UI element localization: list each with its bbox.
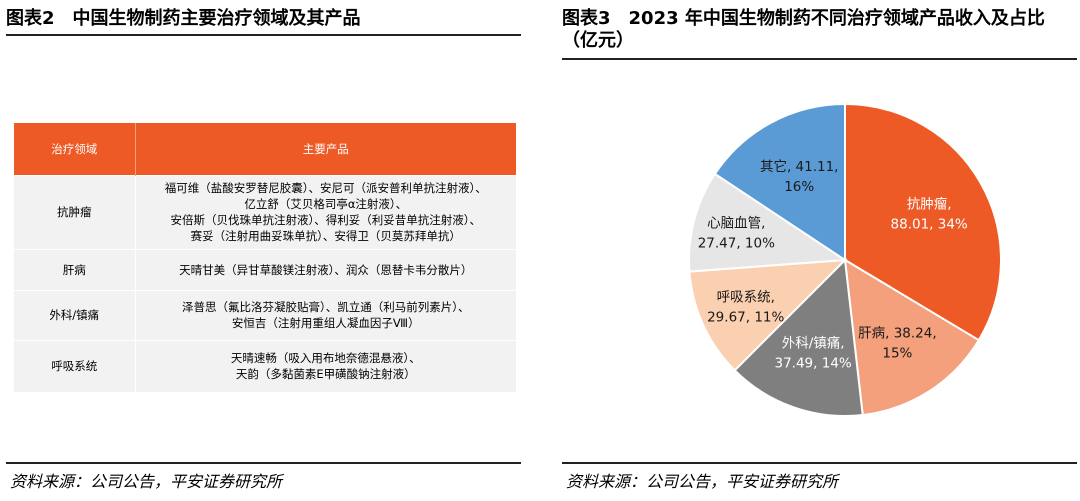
- table-row: 抗肿瘤 福可维（盐酸安罗替尼胶囊）、安尼可（派安普利单抗注射液）、 亿立舒（艾贝格司…: [14, 174, 516, 249]
- pie-slice-1: [843, 258, 981, 417]
- figure-2-panel: 图表2 中国生物制药主要治疗领域及其产品 治疗领域 主要产品 抗肿瘤 福可维（盐酸安…: [0, 0, 527, 501]
- product-line: 泽普思（氟比洛芬凝胶贴膏）、凯立通（利马前列素片）、: [182, 300, 470, 314]
- pie-label-line: 外科/镇痛,: [782, 334, 845, 351]
- pie-label-line: 88.01, 34%: [891, 216, 968, 232]
- row-area: 呼吸系统: [14, 339, 136, 392]
- pie-label-line: 27.47, 10%: [698, 236, 775, 252]
- pie-label-line: 15%: [882, 345, 912, 361]
- product-line: 天晴速畅（吸入用布地奈德混悬液）、: [230, 351, 421, 366]
- figure-3-panel: 图表3 2023 年中国生物制药不同治疗领域产品收入及占比（亿元） 抗肿瘤, 88.…: [556, 0, 1080, 501]
- figure-2-source: 资料来源：公司公告，平安证券研究所: [10, 472, 283, 491]
- table-row: 外科/镇痛 泽普思（氟比洛芬凝胶贴膏）、凯立通（利马前列素片）、 安恒吉（注射用重组…: [14, 289, 516, 340]
- pie-label-line: 29.67, 11%: [707, 309, 784, 325]
- product-line: 安恒吉（注射用重组人凝血因子Ⅷ）: [231, 316, 420, 330]
- row-products: 天晴甘美（异甘草酸镁注射液）、润众（恩替卡韦分散片）: [135, 248, 516, 290]
- pie-label-line: 37.49, 14%: [775, 355, 852, 371]
- product-line: 福可维（盐酸安罗替尼胶囊）、安尼可（派安普利单抗注射液）、: [164, 181, 487, 195]
- header-area: 治疗领域: [14, 123, 136, 175]
- header-products: 主要产品: [135, 123, 516, 175]
- pie-slice-5: [713, 102, 846, 262]
- figure-2-number: 图表2: [6, 8, 55, 29]
- table-header-row: 治疗领域 主要产品: [14, 123, 516, 175]
- pie-label-2: 外科/镇痛, 37.49, 14%: [775, 334, 852, 371]
- row-area: 抗肿瘤: [14, 174, 136, 249]
- pie-label-5: 其它, 41.11, 16%: [760, 158, 839, 195]
- product-line: 亿立舒（艾贝格司亭α注射液）、: [244, 197, 408, 211]
- figure-2-title: 图表2 中国生物制药主要治疗领域及其产品: [6, 8, 361, 30]
- figure-3-title-rule: [562, 58, 1077, 60]
- row-products: 天晴速畅（吸入用布地奈德混悬液）、 天韵（多黏菌素E甲磺酸钠注射液）: [135, 339, 516, 392]
- table-row: 呼吸系统 天晴速畅（吸入用布地奈德混悬液）、 天韵（多黏菌素E甲磺酸钠注射液）: [14, 339, 516, 392]
- pie-chart: 抗肿瘤, 88.01, 34% 肝病, 38.24, 15% 外科/镇痛, 37.49, …: [688, 102, 1002, 417]
- figure-2-title-rule: [6, 34, 521, 36]
- figure-3-title: 图表3 2023 年中国生物制药不同治疗领域产品收入及占比（亿元）: [562, 8, 1077, 52]
- product-line: 天晴甘美（异甘草酸镁注射液）、润众（恩替卡韦分散片）: [179, 262, 473, 277]
- pie-label-line: 16%: [784, 179, 814, 195]
- row-products: 福可维（盐酸安罗替尼胶囊）、安尼可（派安普利单抗注射液）、 亿立舒（艾贝格司亭α注…: [135, 174, 516, 249]
- pie-slice-2: [733, 257, 864, 417]
- product-line: 赛妥（注射用曲妥珠单抗）、安得卫（贝莫苏拜单抗）: [190, 229, 461, 243]
- pie-label-line: 其它, 41.11,: [760, 158, 839, 175]
- figure-3-source-rule: [562, 462, 1077, 464]
- pie-label-1: 肝病, 38.24, 15%: [858, 325, 937, 361]
- pie-label-0: 抗肿瘤, 88.01, 34%: [891, 195, 968, 232]
- row-area: 外科/镇痛: [14, 289, 136, 340]
- pie-slice-3: [688, 258, 848, 372]
- figure-3-number: 图表3: [562, 8, 611, 29]
- figure-3-source: 资料来源：公司公告，平安证券研究所: [566, 472, 839, 491]
- figure-3-title-text: 2023 年中国生物制药不同治疗领域产品收入及占比（亿元）: [562, 8, 1045, 51]
- pie-slice-0: [844, 102, 1002, 342]
- pie-label-line: 抗肿瘤,: [907, 195, 952, 212]
- figure-2-title-text: 中国生物制药主要治疗领域及其产品: [72, 8, 361, 29]
- row-products: 泽普思（氟比洛芬凝胶贴膏）、凯立通（利马前列素片）、 安恒吉（注射用重组人凝血因子…: [135, 289, 516, 340]
- pie-label-line: 心脑血管,: [707, 216, 765, 232]
- pie-slice-4: [688, 172, 848, 273]
- figure-2-source-rule: [6, 462, 521, 464]
- pie-label-4: 心脑血管, 27.47, 10%: [698, 216, 775, 252]
- product-table: 治疗领域 主要产品 抗肿瘤 福可维（盐酸安罗替尼胶囊）、安尼可（派安普利单抗注射液…: [14, 123, 516, 392]
- pie-label-line: 呼吸系统,: [717, 289, 775, 305]
- product-line: 天韵（多黏菌素E甲磺酸钠注射液）: [235, 367, 416, 382]
- table-row: 肝病 天晴甘美（异甘草酸镁注射液）、润众（恩替卡韦分散片）: [14, 248, 516, 290]
- row-area: 肝病: [14, 248, 136, 290]
- pie-label-line: 肝病, 38.24,: [858, 325, 937, 341]
- product-line: 安倍斯（贝伐珠单抗注射液）、得利妥（利妥昔单抗注射液）、: [170, 213, 482, 227]
- table-body: 抗肿瘤 福可维（盐酸安罗替尼胶囊）、安尼可（派安普利单抗注射液）、 亿立舒（艾贝格司…: [14, 174, 516, 392]
- pie-label-3: 呼吸系统, 29.67, 11%: [707, 289, 784, 325]
